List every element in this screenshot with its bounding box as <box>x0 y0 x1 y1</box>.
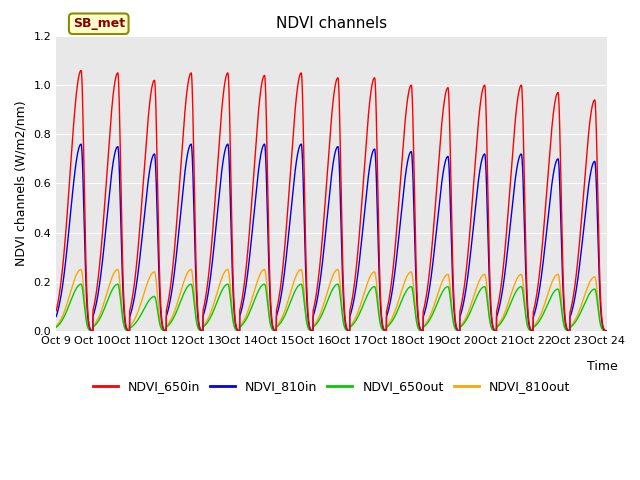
Title: NDVI channels: NDVI channels <box>276 16 387 31</box>
Legend: NDVI_650in, NDVI_810in, NDVI_650out, NDVI_810out: NDVI_650in, NDVI_810in, NDVI_650out, NDV… <box>88 375 575 398</box>
Text: SB_met: SB_met <box>73 17 125 30</box>
X-axis label: Time: Time <box>587 360 618 373</box>
Y-axis label: NDVI channels (W/m2/nm): NDVI channels (W/m2/nm) <box>15 101 28 266</box>
